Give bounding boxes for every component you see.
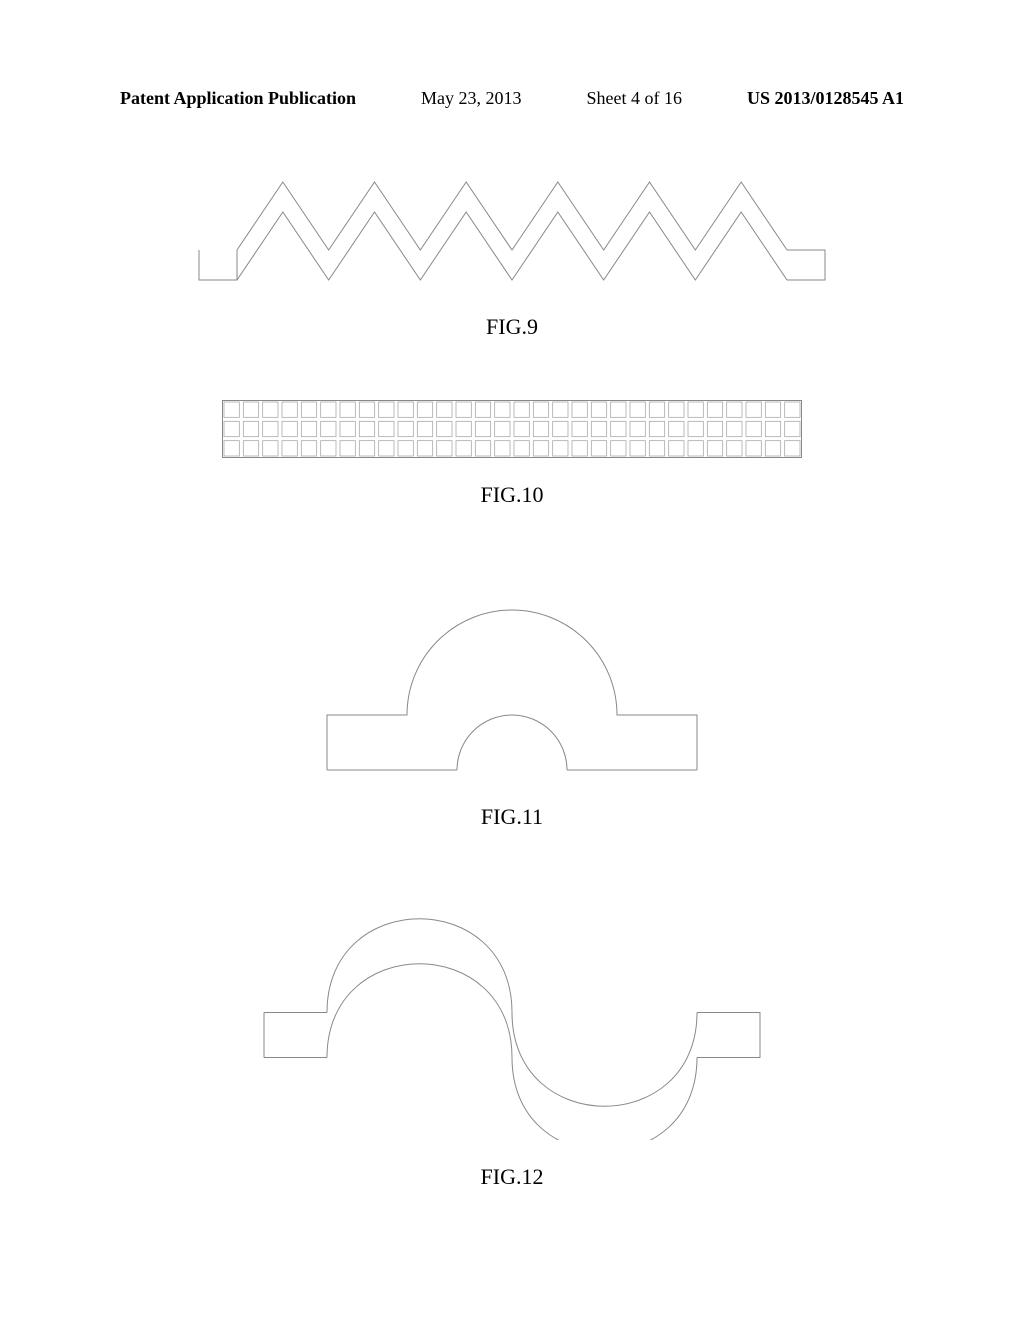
figure-11-drawing [322, 590, 702, 780]
figure-12-label: FIG.12 [481, 1164, 544, 1190]
figure-9-drawing [197, 180, 827, 290]
figure-12-drawing [252, 900, 772, 1140]
figure-12-container: FIG.12 [0, 900, 1024, 1190]
figure-11-container: FIG.11 [0, 590, 1024, 830]
sheet-info: Sheet 4 of 16 [587, 88, 682, 109]
figure-10-drawing [222, 400, 802, 458]
figure-9-label: FIG.9 [486, 314, 538, 340]
publication-number: US 2013/0128545 A1 [747, 88, 904, 109]
figure-9-container: FIG.9 [0, 180, 1024, 340]
patent-header: Patent Application Publication May 23, 2… [120, 88, 904, 109]
figure-11-label: FIG.11 [481, 804, 543, 830]
publication-date: May 23, 2013 [421, 88, 522, 109]
publication-type: Patent Application Publication [120, 88, 356, 109]
figure-10-label: FIG.10 [481, 482, 544, 508]
figure-10-container: FIG.10 [0, 400, 1024, 508]
